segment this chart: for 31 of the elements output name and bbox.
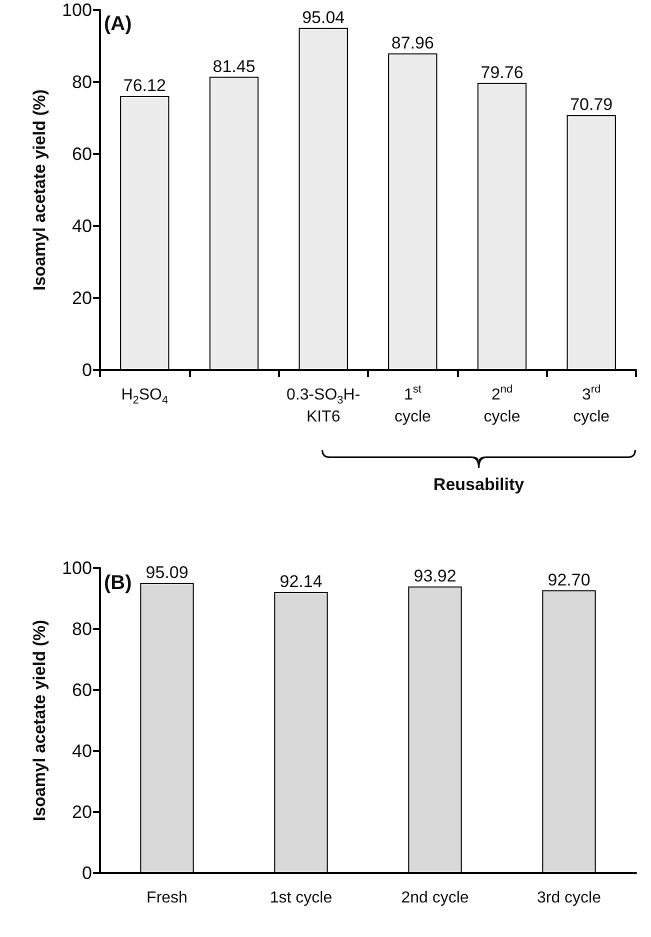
chart-title: (A) [104,13,132,35]
y-axis-title: Isoamyl acetate yield (%) [30,89,49,291]
data-label: 95.04 [302,8,345,27]
y-tick-label: 40 [72,216,92,236]
x-tick-label: 2nd cycle [401,890,469,906]
x-tick-label: Fresh [146,890,188,906]
chart-title: (B) [104,572,132,594]
data-label: 76.12 [123,76,166,95]
x-tick-label: 1st cycle [270,890,332,906]
y-tick-label: 60 [72,144,92,164]
text: Reusability [433,475,525,494]
y-tick-label: 20 [72,288,92,308]
y-tick-label: 100 [62,0,92,20]
y-tick-label: 100 [62,558,92,578]
y-tick-label: 80 [72,72,92,92]
x-tick-label: 3rd cycle [536,890,602,906]
data-label: 92.14 [280,572,322,591]
data-label: 92.70 [548,570,590,590]
data-label: 87.96 [391,33,434,52]
y-tick-label: 40 [72,741,92,761]
y-axis-title: Isoamyl acetate yield (%) [30,620,49,822]
data-label: 95.09 [146,562,188,582]
data-label: 93.92 [414,566,456,586]
data-label: 70.79 [570,95,613,114]
data-label: 79.76 [480,62,524,82]
y-tick-label: 80 [72,619,92,639]
y-tick-label: 0 [82,360,92,380]
y-tick-label: 0 [82,863,92,883]
y-tick-label: 20 [72,802,92,822]
y-tick-label: 60 [72,680,92,700]
data-label: 81.45 [212,56,256,76]
